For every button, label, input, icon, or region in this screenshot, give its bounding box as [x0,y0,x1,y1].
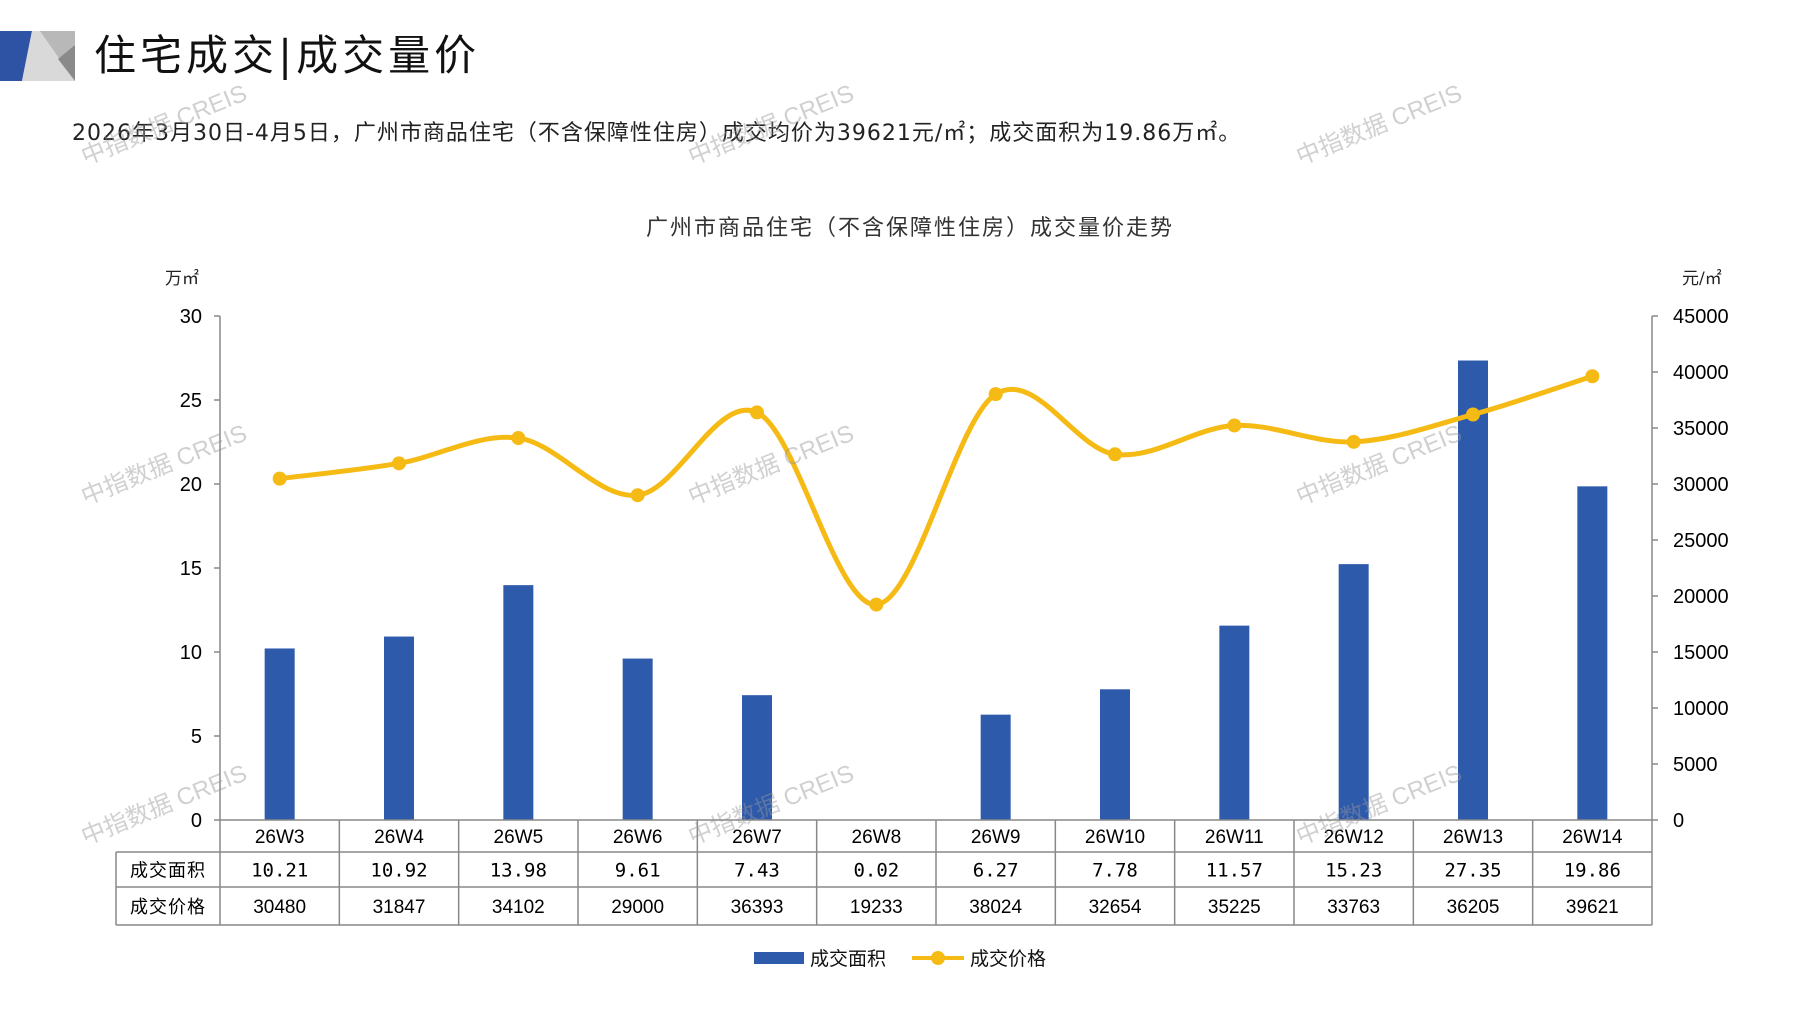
right-tick-label: 40000 [1673,362,1729,384]
price-value: 30480 [253,897,306,918]
bar-26W12 [1338,564,1369,820]
category-label: 26W14 [1562,827,1623,848]
price-point-26W11 [1227,418,1242,433]
price-value: 32654 [1089,897,1142,918]
right-tick-label: 25000 [1673,530,1729,552]
price-line [279,373,1594,608]
price-value: 31847 [373,897,426,918]
price-point-26W5 [511,431,526,446]
bar-26W4 [384,636,414,820]
left-tick-label: 0 [191,810,202,832]
price-point-26W7 [750,405,764,420]
bar-26W6 [622,658,653,820]
row-header-price: 成交价格 [130,897,206,918]
price-value: 38024 [969,897,1022,918]
bar-26W14 [1577,486,1608,820]
legend-item-price: 成交价格 [912,944,1046,971]
left-tick-label: 15 [180,558,202,580]
left-tick-label: 25 [180,390,202,412]
price-value: 34102 [492,897,545,918]
price-point-26W8 [869,597,884,612]
bar-26W13 [1458,360,1488,820]
category-label: 26W6 [613,827,663,848]
price-value: 19233 [850,897,903,918]
area-value: 7.43 [734,860,780,882]
area-value: 19.86 [1564,860,1621,882]
right-tick-label: 20000 [1673,586,1729,608]
legend-label: 成交价格 [970,948,1047,970]
bar-26W3 [264,648,295,820]
category-label: 26W4 [374,827,424,848]
brand-logo-icon [0,31,75,81]
price-point-26W9 [988,387,1003,402]
legend-line-swatch [912,950,965,965]
category-label: 26W12 [1324,827,1384,848]
right-tick-label: 10000 [1673,698,1729,720]
price-point-26W12 [1346,434,1361,449]
bar-26W10 [1100,689,1130,820]
bar-26W7 [742,695,772,820]
left-tick-label: 5 [191,726,202,748]
price-point-26W10 [1108,447,1122,462]
row-header-area: 成交面积 [130,861,206,882]
area-value: 10.92 [370,860,427,882]
price-value: 36393 [731,897,784,918]
category-label: 26W11 [1205,827,1264,848]
left-axis-unit: 万㎡ [165,269,199,289]
price-value: 36205 [1447,897,1500,918]
right-tick-label: 0 [1673,810,1684,832]
legend-bar-swatch [754,951,804,964]
price-value: 29000 [611,897,664,918]
left-tick-label: 10 [180,642,202,664]
price-value: 39621 [1566,897,1619,918]
area-value: 7.78 [1092,860,1138,882]
legend-item-area: 成交面积 [754,944,886,971]
price-point-26W14 [1585,369,1600,384]
category-label: 26W8 [852,827,902,848]
right-tick-label: 30000 [1673,474,1729,496]
left-tick-label: 30 [180,306,202,328]
area-value: 15.23 [1325,860,1382,882]
left-tick-label: 20 [180,474,202,496]
area-value: 13.98 [490,860,547,882]
area-value: 6.27 [973,860,1019,882]
category-label: 26W5 [494,827,544,848]
right-tick-label: 35000 [1673,418,1729,440]
price-value: 33763 [1327,897,1380,918]
bar-26W9 [980,714,1011,820]
summary-text: 2026年3月30日-4月5日，广州市商品住宅（不含保障性住房）成交均价为396… [72,121,1242,146]
category-label: 26W3 [255,827,305,848]
right-tick-label: 45000 [1673,306,1729,328]
area-value: 11.57 [1206,860,1263,882]
area-value: 9.61 [615,860,661,882]
price-value: 35225 [1208,897,1261,918]
area-value: 0.02 [853,860,899,882]
price-point-26W6 [630,488,645,503]
chart-title: 广州市商品住宅（不含保障性住房）成交量价走势 [646,216,1174,241]
right-tick-label: 5000 [1673,754,1718,776]
bar-26W11 [1219,625,1250,820]
area-value: 10.21 [251,860,308,882]
price-point-26W4 [392,456,406,471]
area-value: 27.35 [1444,860,1501,882]
category-label: 26W7 [732,827,782,848]
price-point-26W3 [272,471,287,486]
right-axis-unit: 元/㎡ [1682,269,1722,289]
page-title: 住宅成交|成交量价 [94,31,481,80]
bar-26W5 [503,585,534,820]
category-label: 26W13 [1443,827,1503,848]
price-point-26W13 [1466,407,1480,422]
legend: 成交面积 成交价格 [754,944,1046,971]
category-label: 26W9 [971,827,1021,848]
legend-label: 成交面积 [810,948,887,970]
category-label: 26W10 [1085,827,1145,848]
right-tick-label: 15000 [1673,642,1729,664]
